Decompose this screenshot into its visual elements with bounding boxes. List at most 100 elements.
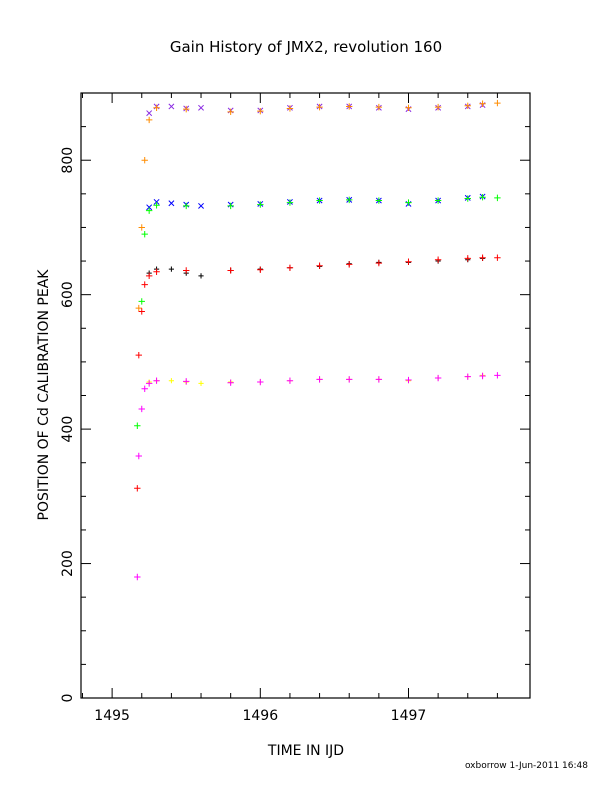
- data-point: [141, 157, 148, 164]
- data-point: [168, 378, 174, 384]
- chart-title: Gain History of JMX2, revolution 160: [170, 38, 442, 56]
- data-point: [183, 105, 190, 113]
- data-point: [145, 272, 153, 280]
- data-point: [286, 105, 294, 112]
- series-1: [135, 99, 501, 312]
- data-point: [464, 373, 471, 380]
- data-point: [375, 376, 383, 383]
- data-point: [316, 197, 323, 204]
- data-point: [464, 255, 471, 262]
- data-point: [257, 107, 264, 115]
- y-axis: 0 200 400 600 800: [60, 92, 530, 703]
- data-point: [346, 103, 353, 110]
- data-point: [153, 202, 160, 209]
- data-point: [316, 262, 323, 269]
- y-tick-label: 400: [60, 416, 76, 443]
- y-tick-label: 0: [60, 694, 76, 703]
- data-point: [134, 573, 141, 581]
- data-point: [405, 104, 412, 111]
- data-point: [405, 258, 412, 265]
- data-point: [257, 266, 264, 273]
- data-point: [168, 103, 175, 110]
- y-axis-label: POSITION OF Cd CALIBRATION PEAK: [36, 269, 52, 521]
- data-point: [375, 103, 383, 111]
- data-point: [227, 202, 234, 210]
- series-3: [134, 193, 501, 429]
- data-point: [145, 116, 153, 124]
- data-point: [479, 372, 486, 380]
- data-point: [138, 308, 145, 315]
- data-point: [153, 104, 160, 111]
- data-point: [286, 377, 294, 384]
- data-point: [134, 485, 141, 492]
- series-5: [134, 254, 501, 492]
- data-point: [183, 378, 190, 385]
- series-6: [146, 372, 486, 386]
- data-point: [198, 380, 204, 386]
- data-point: [145, 380, 153, 387]
- data-point: [316, 103, 323, 111]
- y-tick-label: 800: [60, 147, 76, 174]
- data-point: [434, 197, 442, 204]
- data-point: [138, 298, 145, 305]
- data-point: [138, 224, 145, 231]
- series-2: [146, 193, 486, 211]
- data-point: [434, 103, 442, 111]
- data-point: [479, 254, 486, 261]
- footer-stamp: oxborrow 1-Jun-2011 16:48: [465, 761, 588, 771]
- data-point: [146, 110, 153, 117]
- data-point: [198, 273, 204, 279]
- data-point: [227, 108, 234, 116]
- series-7: [134, 372, 501, 581]
- data-point: [316, 376, 323, 383]
- data-point: [135, 351, 142, 359]
- data-point: [135, 304, 142, 312]
- data-point: [145, 207, 153, 214]
- data-point: [479, 100, 486, 107]
- data-point: [286, 199, 294, 206]
- data-point: [375, 197, 383, 204]
- data-point: [141, 230, 148, 238]
- data-point: [494, 372, 501, 379]
- data-point: [183, 202, 190, 210]
- x-axis: 1495 1496 1497: [81, 93, 498, 724]
- series-4: [146, 255, 486, 279]
- x-axis-label: TIME IN IJD: [267, 743, 344, 759]
- x-tick-label: 1495: [94, 708, 130, 724]
- y-tick-label: 600: [60, 281, 76, 308]
- plot-area: [134, 99, 501, 581]
- data-point: [198, 202, 204, 209]
- data-point: [346, 261, 353, 268]
- data-point: [405, 199, 412, 206]
- data-point: [153, 198, 160, 205]
- data-point: [153, 377, 160, 384]
- data-point: [227, 267, 234, 274]
- x-tick-label: 1496: [242, 708, 278, 724]
- data-point: [494, 254, 501, 261]
- data-point: [464, 195, 471, 202]
- x-tick-label: 1497: [391, 708, 427, 724]
- data-point: [168, 266, 174, 272]
- data-point: [168, 200, 175, 207]
- data-point: [346, 376, 353, 383]
- data-point: [141, 385, 148, 392]
- plot-frame: [80, 92, 531, 699]
- data-point: [141, 281, 148, 288]
- data-point: [257, 378, 264, 386]
- data-point: [434, 256, 442, 263]
- data-point: [286, 264, 294, 271]
- data-point: [494, 194, 501, 202]
- data-point: [153, 268, 160, 276]
- data-point: [464, 102, 471, 109]
- data-point: [183, 267, 190, 274]
- series-0: [146, 102, 486, 117]
- data-point: [434, 374, 442, 382]
- data-point: [138, 405, 145, 413]
- y-tick-label: 200: [60, 550, 76, 577]
- data-point: [257, 201, 264, 208]
- data-point: [227, 379, 234, 386]
- data-point: [346, 196, 353, 204]
- data-point: [135, 452, 142, 460]
- data-point: [134, 422, 141, 429]
